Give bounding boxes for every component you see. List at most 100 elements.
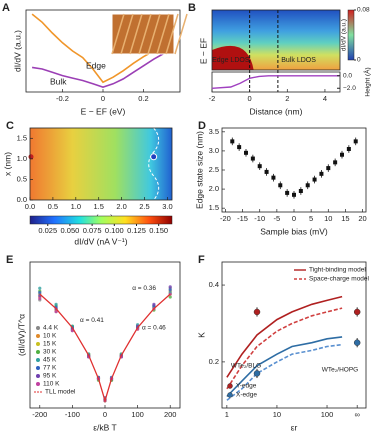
colorbar-label: dI/dV (a.u.): [341, 19, 348, 51]
colorbar-tick-label: 0.100: [105, 226, 124, 235]
x-tick-label: 20: [358, 214, 366, 223]
panel-label: B: [188, 2, 196, 14]
x-tick-label: 1.0: [71, 202, 81, 211]
y-axis-label: (dI/dV)/T^α: [16, 314, 26, 356]
marker: [150, 153, 158, 161]
data-line: [211, 75, 340, 89]
data-point: [38, 291, 42, 295]
legend-marker: [227, 392, 233, 398]
edge-blob: [212, 45, 254, 70]
inset-stripe: [129, 13, 143, 55]
x-axis-label: E − EF (eV): [81, 106, 126, 116]
heatmap: [30, 128, 172, 200]
data-point: [237, 145, 242, 150]
y-tick-label: 1.0: [17, 154, 27, 163]
legend-marker: [227, 383, 233, 389]
legend-label: 110 K: [43, 381, 60, 388]
data-point: [264, 169, 269, 174]
annotation: WTe₂/BLG: [231, 363, 261, 370]
y-tick-label: 1.5: [17, 133, 27, 142]
legend-label: 30 K: [43, 349, 57, 356]
inset-stripe: [165, 13, 179, 55]
x-tick-label: 0.2: [138, 94, 148, 103]
plot-frame: [29, 127, 173, 201]
annotation: α = 0.41: [80, 317, 104, 324]
data-point: [298, 189, 303, 193]
legend-marker: [36, 334, 40, 338]
x-tick-label: -10: [254, 214, 265, 223]
plot-frame: [211, 9, 341, 71]
legend-marker: [36, 382, 40, 386]
panel-label: A: [2, 2, 10, 14]
colorbar-tick-label: 0.075: [83, 226, 102, 235]
legend-label: 77 K: [43, 365, 57, 372]
x-axis-label: εr: [291, 422, 298, 432]
data-line: [226, 307, 343, 390]
x-tick-label: 5: [309, 214, 313, 223]
data-point: [326, 166, 331, 171]
y2-tick-label: 0.0: [343, 72, 352, 79]
y-axis-label: Edge state size (nm): [194, 131, 204, 209]
plot-frame: [221, 261, 367, 409]
legend-label: X-edge: [236, 392, 257, 399]
colorbar-tick-label: 0.08: [357, 7, 370, 14]
colorbar: [29, 215, 173, 225]
x-tick-label: 0: [292, 214, 296, 223]
y-tick-label: 0.0: [17, 195, 27, 204]
x-tick-label: 1: [225, 410, 229, 419]
data-point: [319, 171, 324, 176]
x-tick-label: 2.0: [116, 202, 126, 211]
y2-tick-label: −2.0: [343, 85, 356, 92]
legend-marker: [36, 326, 40, 330]
x-tick-label: 200: [164, 410, 177, 419]
inset-stripe: [147, 13, 161, 55]
data-point: [305, 183, 310, 188]
data-point: [54, 310, 58, 314]
data-point: [333, 160, 338, 165]
x-tick-label: 2.5: [139, 202, 149, 211]
data-point: [340, 152, 344, 157]
x-tick-label: 2: [285, 94, 289, 103]
legend-label: Bulk: [50, 76, 67, 86]
x-tick-label: 0: [103, 410, 107, 419]
legend-label: Space-charge model: [309, 276, 370, 283]
y-tick-label: 2.0: [209, 184, 219, 193]
y-tick-label: 2.5: [209, 165, 219, 174]
data-point: [168, 288, 172, 292]
y-tick-label: 0.2: [209, 357, 219, 366]
x-tick-label: -100: [65, 410, 80, 419]
data-line: [39, 293, 171, 403]
x-tick-label: 100: [131, 410, 144, 419]
x-tick-label: 10: [273, 410, 281, 419]
legend-marker: [36, 366, 40, 370]
annotation: Edge LDOS: [212, 57, 250, 64]
data-point: [250, 156, 255, 161]
data-line: [226, 336, 343, 398]
colorbar-tick-label: 0.050: [61, 226, 80, 235]
legend-label: 4.4 K: [43, 325, 59, 332]
x-tick-label: 0.5: [48, 202, 58, 211]
y-axis-label: x (nm): [2, 152, 12, 176]
x-tick-label: -15: [237, 214, 248, 223]
data-point: [292, 192, 296, 197]
legend-label: 10 K: [43, 333, 57, 340]
legend-marker: [36, 358, 40, 362]
annotation: Bulk LDOS: [281, 57, 316, 64]
y-axis-label: dI/dV (a.u.): [12, 30, 22, 72]
legend-label: Edge: [86, 60, 106, 70]
y-tick-label: 0.5: [17, 174, 27, 183]
x-axis-label: Sample bias (mV): [260, 226, 328, 236]
x-tick-label: -200: [32, 410, 47, 419]
panel-label: F: [198, 254, 205, 266]
y-axis-label: K: [196, 332, 206, 338]
data-point: [54, 302, 58, 306]
inset-stripe: [111, 13, 125, 55]
data-point: [244, 150, 248, 155]
data-point: [353, 339, 361, 346]
colorbar-tick-label: 0: [357, 57, 361, 64]
x-tick-label: 15: [341, 214, 349, 223]
panel-label: D: [198, 120, 206, 132]
legend-marker: [36, 350, 40, 354]
legend-label: 45 K: [43, 357, 57, 364]
